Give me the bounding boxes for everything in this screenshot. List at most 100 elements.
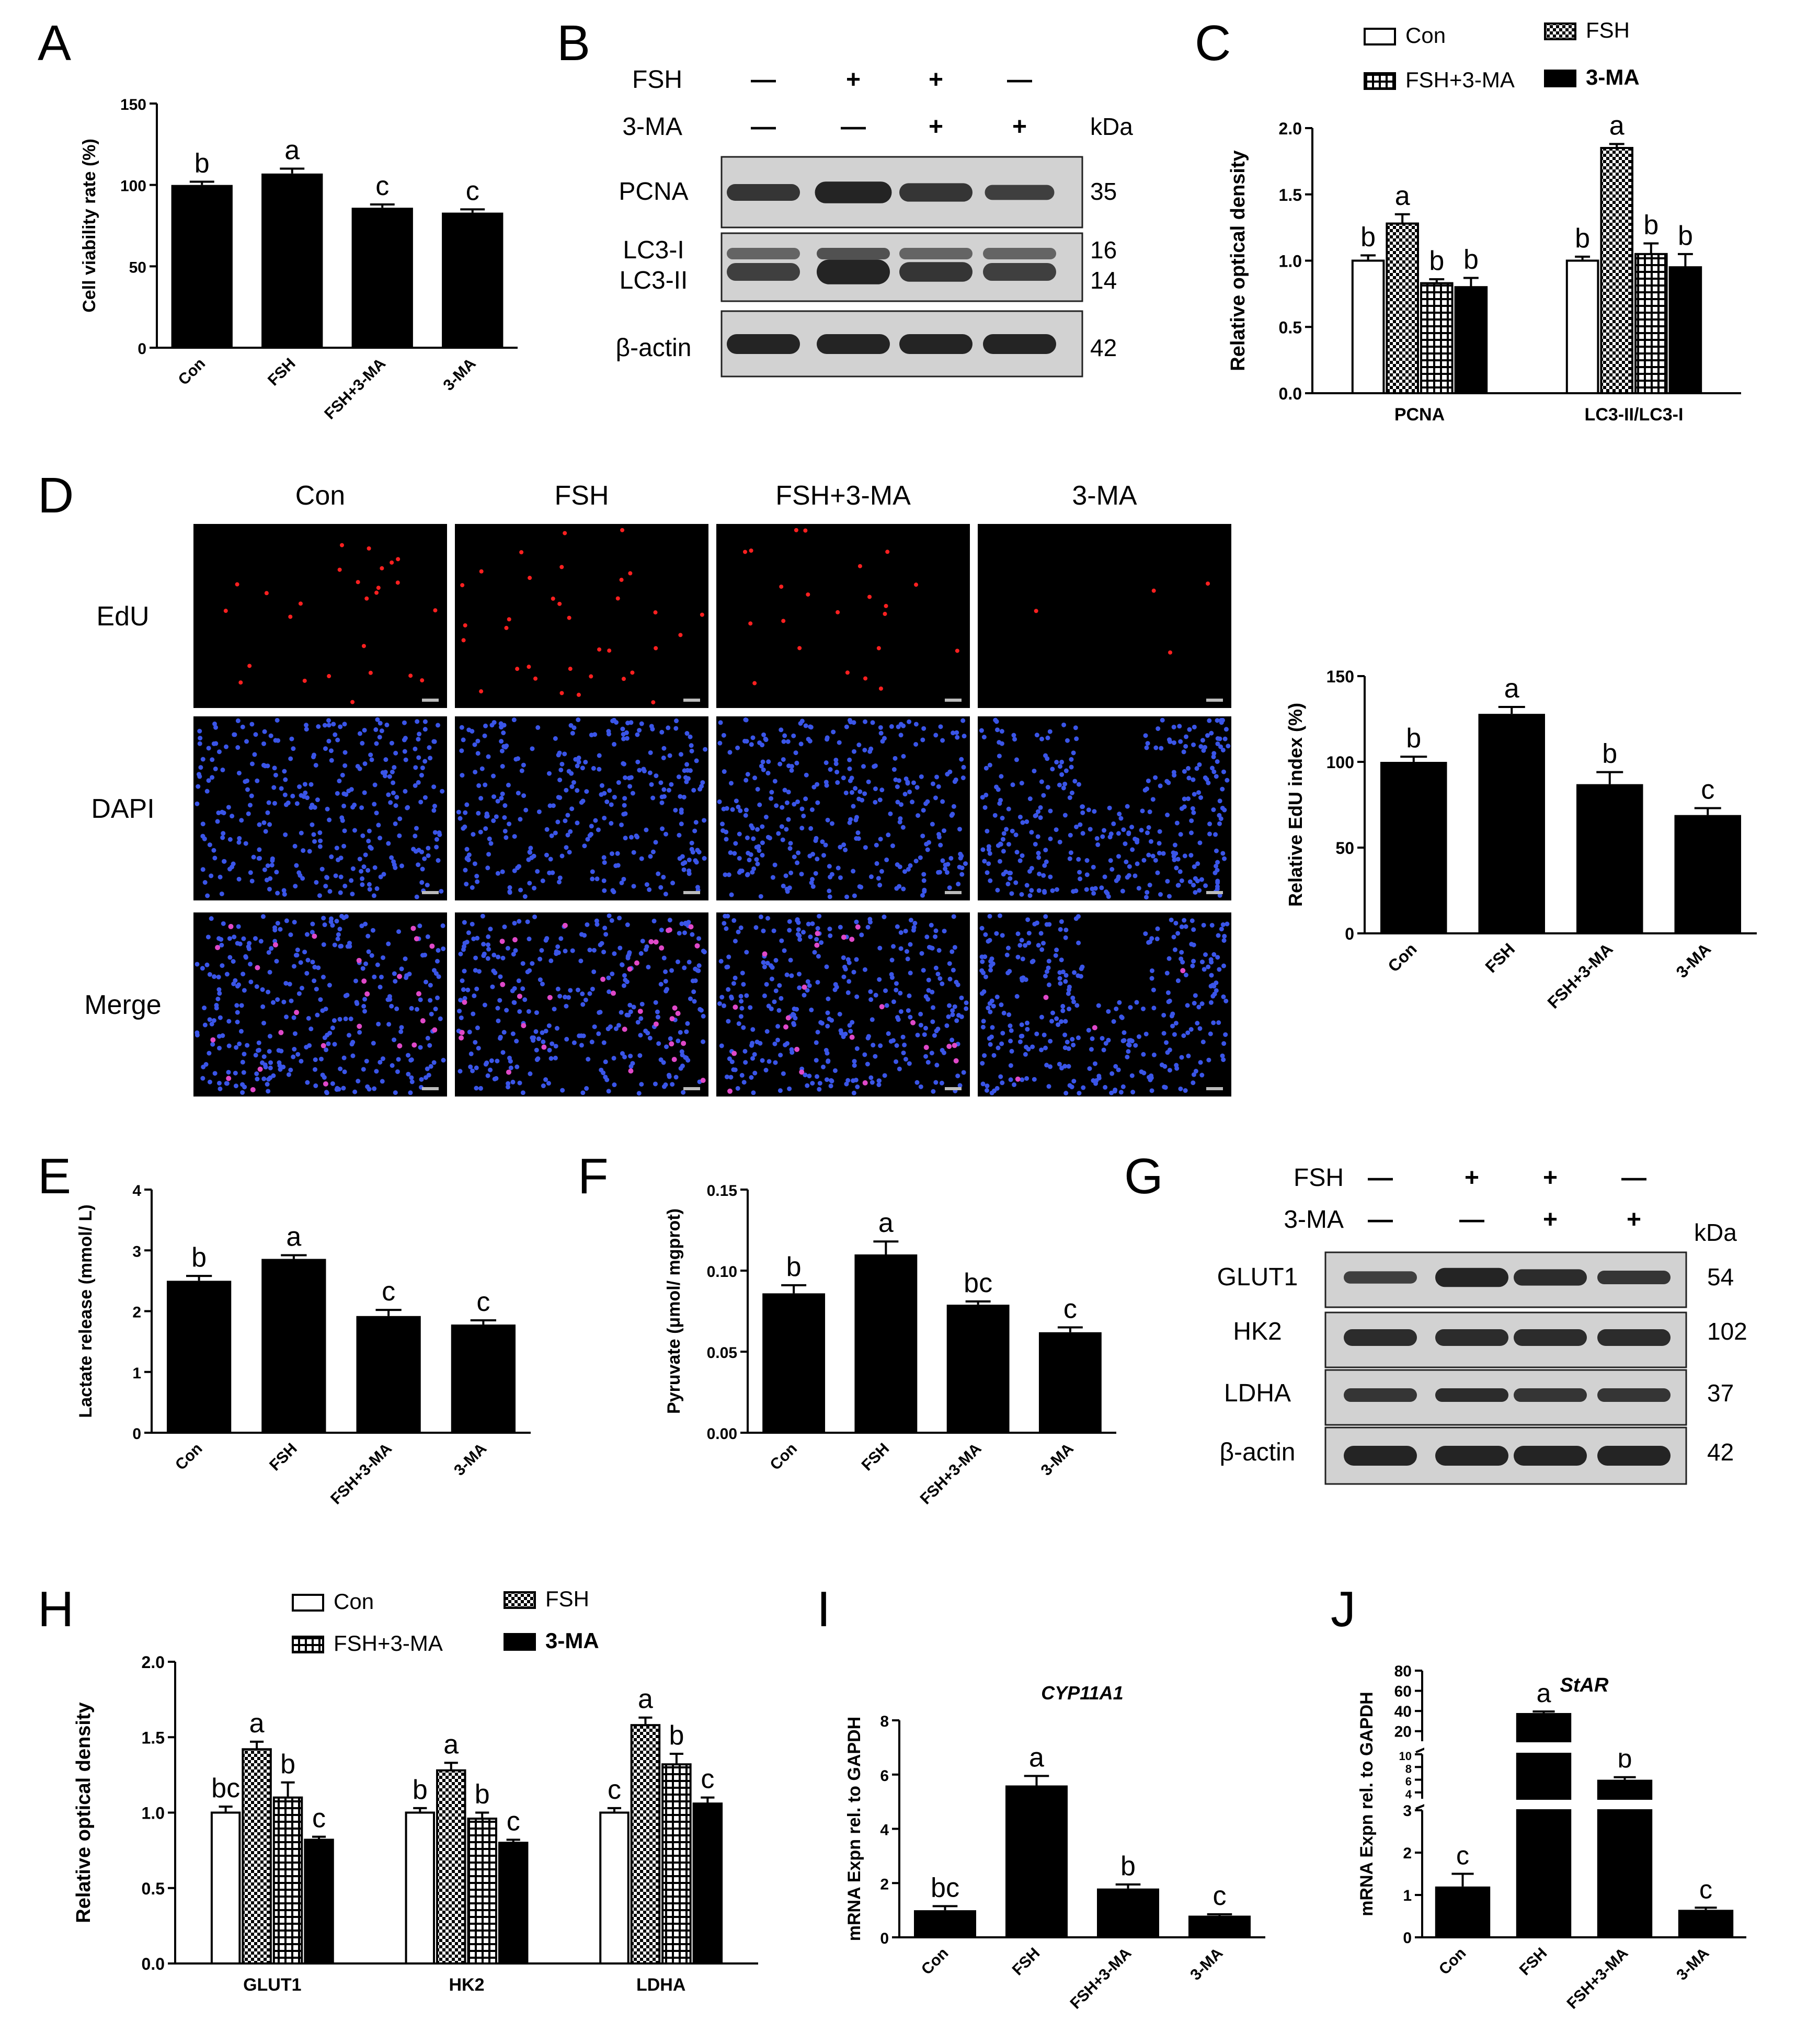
edu-positive-nucleus bbox=[794, 1046, 800, 1052]
nucleus bbox=[372, 782, 377, 787]
nucleus bbox=[621, 983, 626, 988]
edu-positive-nucleus bbox=[669, 1016, 675, 1022]
nucleus bbox=[810, 852, 816, 857]
nucleus bbox=[1078, 822, 1083, 827]
nucleus bbox=[897, 1066, 902, 1071]
nucleus bbox=[898, 1009, 903, 1014]
nucleus bbox=[1114, 1006, 1119, 1011]
nucleus bbox=[623, 977, 628, 983]
nucleus bbox=[718, 720, 723, 725]
nucleus bbox=[691, 989, 696, 995]
nucleus bbox=[612, 741, 617, 747]
edu-positive-nucleus bbox=[235, 582, 239, 587]
nucleus bbox=[1091, 890, 1096, 896]
nucleus bbox=[744, 739, 749, 744]
nucleus bbox=[983, 932, 988, 937]
nucleus bbox=[464, 802, 470, 807]
nucleus bbox=[227, 955, 233, 960]
nucleus bbox=[491, 968, 496, 974]
nucleus bbox=[474, 1086, 479, 1091]
bar-HK2-3-MA bbox=[498, 1842, 529, 1965]
nucleus bbox=[912, 921, 918, 926]
nucleus bbox=[777, 1088, 783, 1093]
nucleus bbox=[911, 925, 917, 930]
nucleus bbox=[923, 1054, 929, 1059]
nucleus bbox=[512, 921, 517, 926]
edu-positive-nucleus bbox=[272, 942, 278, 947]
nucleus bbox=[1211, 952, 1217, 957]
nucleus bbox=[499, 739, 504, 744]
nucleus bbox=[471, 936, 476, 941]
nucleus bbox=[986, 861, 991, 866]
treatment-sign: + bbox=[1465, 1164, 1479, 1192]
nucleus bbox=[1043, 974, 1048, 979]
nucleus bbox=[736, 1021, 741, 1026]
nucleus bbox=[435, 995, 440, 1000]
nucleus bbox=[220, 809, 225, 815]
nucleus bbox=[516, 756, 521, 761]
nucleus bbox=[216, 749, 222, 755]
nucleus bbox=[270, 858, 275, 863]
nucleus bbox=[853, 786, 858, 791]
nucleus bbox=[501, 730, 506, 736]
nucleus bbox=[637, 728, 642, 733]
nucleus bbox=[557, 778, 563, 783]
edu-positive-nucleus bbox=[1043, 995, 1049, 1000]
nucleus bbox=[403, 789, 408, 794]
nucleus bbox=[781, 883, 786, 888]
nucleus bbox=[1192, 724, 1197, 729]
nucleus bbox=[943, 866, 948, 872]
nucleus bbox=[1125, 1054, 1130, 1059]
nucleus bbox=[1042, 1032, 1047, 1037]
nucleus bbox=[1033, 813, 1038, 818]
nucleus bbox=[417, 923, 422, 929]
nucleus bbox=[502, 828, 508, 833]
nucleus bbox=[398, 1029, 404, 1034]
nucleus bbox=[522, 997, 528, 1002]
nucleus bbox=[696, 936, 702, 941]
nucleus bbox=[552, 1007, 557, 1012]
nucleus bbox=[1071, 999, 1077, 1004]
legend-swatch bbox=[292, 1636, 324, 1653]
nucleus bbox=[743, 1060, 748, 1065]
protein-band bbox=[983, 263, 1056, 281]
nucleus bbox=[237, 836, 242, 841]
nucleus bbox=[959, 865, 965, 871]
edu-positive-nucleus bbox=[327, 674, 331, 679]
scale-bar bbox=[945, 1087, 962, 1090]
nucleus bbox=[721, 806, 726, 812]
nucleus bbox=[743, 778, 749, 783]
nucleus bbox=[930, 945, 935, 951]
nucleus bbox=[200, 966, 205, 971]
nucleus bbox=[464, 882, 469, 887]
nucleus bbox=[558, 936, 564, 941]
significance-letter: b bbox=[195, 148, 210, 178]
nucleus bbox=[817, 913, 822, 919]
nucleus bbox=[541, 1039, 546, 1044]
nucleus bbox=[458, 951, 463, 956]
nucleus bbox=[589, 824, 594, 829]
nucleus bbox=[726, 954, 731, 960]
nucleus bbox=[510, 1031, 516, 1036]
nucleus bbox=[393, 750, 398, 756]
nucleus bbox=[511, 717, 517, 723]
bar-LDHA-FSH+3-MA bbox=[661, 1763, 692, 1965]
nucleus bbox=[568, 723, 574, 728]
nucleus bbox=[292, 1047, 297, 1052]
nucleus bbox=[957, 1083, 963, 1088]
nucleus bbox=[307, 849, 312, 854]
nucleus bbox=[987, 851, 992, 856]
y-axis-label: mRNA Expn rel. to GAPDH bbox=[1357, 1692, 1377, 1916]
nucleus bbox=[205, 934, 211, 940]
nucleus bbox=[1179, 806, 1184, 811]
nucleus bbox=[476, 783, 482, 788]
nucleus bbox=[656, 871, 661, 876]
nucleus bbox=[1048, 808, 1053, 814]
nucleus bbox=[299, 793, 304, 798]
nucleus bbox=[908, 1014, 913, 1020]
edu-positive-nucleus bbox=[910, 1020, 916, 1025]
nucleus bbox=[239, 1003, 244, 1008]
edu-positive-nucleus bbox=[731, 1050, 737, 1056]
nucleus bbox=[895, 1015, 900, 1020]
nucleus bbox=[1019, 892, 1024, 897]
